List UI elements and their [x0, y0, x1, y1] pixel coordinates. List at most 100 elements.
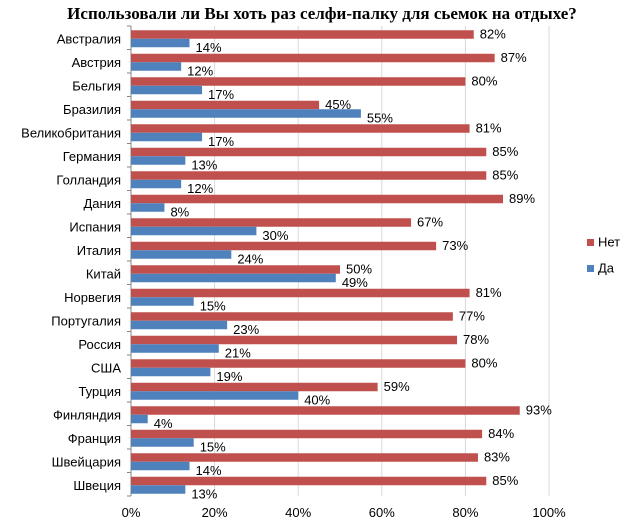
bar-net — [131, 53, 495, 63]
category-label: Австрия — [72, 55, 121, 70]
category-label: Финляндия — [53, 407, 121, 422]
value-label-net: 85% — [492, 167, 518, 182]
value-label-net: 73% — [442, 238, 468, 253]
bar-da — [131, 485, 186, 494]
bar-net — [131, 218, 412, 227]
category-label: Китай — [86, 266, 121, 281]
value-label-da: 12% — [187, 181, 213, 196]
value-label-da: 15% — [200, 298, 226, 313]
value-label-net: 85% — [492, 473, 518, 488]
value-label-net: 78% — [463, 332, 489, 347]
bar-net — [131, 312, 453, 321]
x-tick-label: 20% — [202, 505, 228, 520]
value-label-net: 89% — [509, 191, 535, 206]
value-label-net: 81% — [476, 120, 502, 135]
bar-da — [131, 250, 232, 259]
bar-net — [131, 406, 520, 415]
value-label-da: 13% — [191, 486, 217, 501]
category-label: Дания — [83, 196, 121, 211]
category-label: Голландия — [56, 172, 121, 187]
value-label-da: 21% — [225, 345, 251, 360]
value-label-net: 77% — [459, 308, 485, 323]
bar-net — [131, 100, 320, 110]
value-label-net: 80% — [471, 73, 497, 88]
bar-da — [131, 273, 336, 283]
bar-da — [131, 320, 228, 330]
bar-net — [131, 265, 340, 274]
value-label-da: 14% — [196, 40, 222, 55]
value-label-da: 14% — [196, 463, 222, 478]
legend-swatch — [587, 265, 594, 272]
bar-net — [131, 77, 466, 86]
labels: 0% 20% 40% 60% 80% 100% Австралия 82% 14% Австрия… — [21, 26, 566, 520]
category-label: Италия — [77, 243, 121, 258]
bar-net — [131, 382, 378, 392]
value-label-da: 30% — [262, 228, 288, 243]
bar-net — [131, 124, 470, 133]
category-label: Турция — [78, 384, 121, 399]
legend: Нет Да — [587, 235, 620, 276]
legend-swatch — [587, 239, 594, 246]
value-label-da: 8% — [170, 204, 189, 219]
value-label-net: 84% — [488, 426, 514, 441]
category-label: Швейцария — [52, 454, 121, 469]
value-label-da: 13% — [191, 157, 217, 172]
x-tick-label: 60% — [369, 505, 395, 520]
value-label-da: 19% — [216, 369, 242, 384]
category-label: Испания — [69, 219, 121, 234]
category-label: Швеция — [73, 478, 121, 493]
bar-da — [131, 226, 257, 236]
bar-net — [131, 476, 487, 486]
value-label-net: 85% — [492, 144, 518, 159]
bar-net — [131, 147, 487, 157]
value-label-net: 45% — [325, 97, 351, 112]
value-label-da: 49% — [342, 275, 368, 290]
value-label-net: 82% — [480, 26, 506, 41]
bar-da — [131, 367, 211, 377]
x-tick-label: 100% — [532, 505, 566, 520]
bar-net — [131, 429, 483, 439]
value-label-da: 23% — [233, 322, 259, 337]
value-label-net: 80% — [471, 355, 497, 370]
bar-da — [131, 203, 165, 212]
bar-da — [131, 461, 190, 471]
legend-label: Нет — [598, 235, 620, 250]
value-label-net: 50% — [346, 261, 372, 276]
bar-da — [131, 179, 182, 189]
bar-net — [131, 194, 504, 204]
value-label-net: 87% — [501, 50, 527, 65]
bars — [131, 30, 520, 494]
chart-title: Использовали ли Вы хоть раз селфи-палку … — [67, 4, 577, 23]
value-label-net: 59% — [384, 379, 410, 394]
bar-net — [131, 30, 474, 39]
value-label-net: 83% — [484, 449, 510, 464]
legend-label: Да — [598, 261, 615, 276]
bar-net — [131, 288, 470, 298]
bar-net — [131, 335, 458, 345]
bar-da — [131, 438, 194, 447]
category-label: Франция — [68, 431, 121, 446]
x-tick-label: 40% — [285, 505, 311, 520]
category-label: США — [91, 360, 121, 375]
value-label-da: 12% — [187, 63, 213, 78]
bar-net — [131, 241, 437, 251]
category-label: Португалия — [51, 313, 121, 328]
category-label: Норвегия — [64, 290, 121, 305]
value-label-da: 17% — [208, 87, 234, 102]
category-label: Германия — [63, 149, 121, 164]
value-label-da: 55% — [367, 110, 393, 125]
value-label-da: 17% — [208, 134, 234, 149]
bar-da — [131, 156, 186, 165]
category-label: Россия — [78, 337, 121, 352]
value-label-da: 40% — [304, 392, 330, 407]
bar-net — [131, 359, 466, 368]
x-tick-label: 80% — [452, 505, 478, 520]
bar-da — [131, 38, 190, 48]
bar-da — [131, 414, 148, 424]
category-label: Австралия — [57, 31, 121, 46]
value-label-net: 93% — [526, 402, 552, 417]
value-label-da: 4% — [154, 416, 173, 431]
bar-da — [131, 344, 219, 353]
x-tick-label: 0% — [122, 505, 141, 520]
